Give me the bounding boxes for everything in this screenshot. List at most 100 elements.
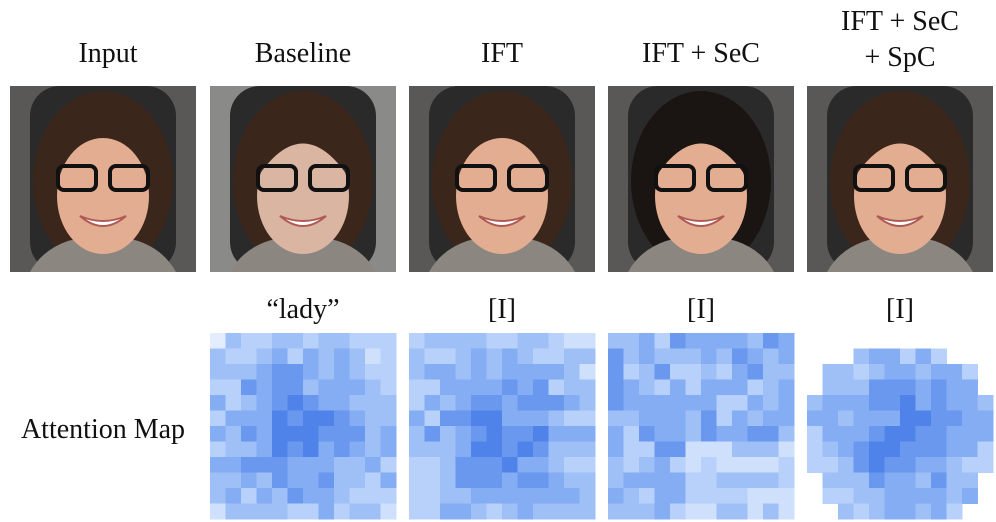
attention-cell [807, 441, 823, 458]
attention-cell [639, 426, 655, 442]
attention-cell [548, 488, 565, 504]
attention-cell [210, 364, 226, 380]
attention-cell [884, 348, 901, 365]
attention-cell [962, 395, 978, 411]
attention-cell [318, 441, 335, 458]
attention-cell [365, 348, 381, 365]
attention-cell [287, 364, 304, 380]
attention-cell [365, 488, 381, 504]
attention-cell [349, 395, 366, 411]
attention-cell [763, 441, 779, 458]
attention-cell [716, 441, 733, 458]
attention-cell [210, 426, 226, 442]
attention-cell [380, 333, 397, 349]
attention-cell [287, 348, 304, 365]
attention-cell [900, 364, 916, 380]
glasses-right [108, 164, 150, 192]
attention-cell [977, 395, 994, 411]
attention-cell [639, 488, 655, 504]
attention-cell [409, 457, 425, 473]
attention-cell [900, 488, 916, 504]
attention-cell [272, 333, 288, 349]
attention-cell [502, 333, 518, 349]
attention-cell [838, 395, 854, 411]
attention-cell [900, 379, 916, 396]
attention-cell [732, 410, 748, 427]
attention-cell [380, 348, 397, 365]
attention-cell [822, 426, 839, 442]
attention-cell [517, 457, 534, 473]
attention-cell [701, 395, 717, 411]
attention-cell [685, 333, 702, 349]
attention-cell [962, 379, 978, 396]
attention-cell [822, 457, 839, 473]
attention-cell [303, 488, 319, 504]
attention-cell [210, 441, 226, 458]
attention-cell [533, 488, 549, 504]
attention-cell [380, 503, 397, 520]
attention-cell [564, 410, 580, 427]
attention-cell [455, 410, 472, 427]
attention-cell [502, 379, 518, 396]
attention-cell [778, 348, 795, 365]
attention-cell [579, 503, 596, 520]
attention-cell [486, 410, 503, 427]
attention-cell [716, 426, 733, 442]
attention-cell [486, 379, 503, 396]
attention-cell [639, 364, 655, 380]
attention-cell [884, 457, 901, 473]
token-label: “lady” [266, 294, 339, 325]
attention-cell [822, 488, 839, 504]
attention-cell [287, 395, 304, 411]
token-label: [I] [886, 294, 914, 325]
attention-cell [962, 457, 978, 473]
attention-cell [853, 441, 870, 458]
attention-cell [365, 503, 381, 520]
attention-cell [241, 364, 257, 380]
photo [210, 86, 396, 272]
attention-cell [763, 364, 779, 380]
attention-cell [349, 472, 366, 489]
attention-cell [318, 457, 335, 473]
attention-cell [318, 426, 335, 442]
column-title: Baseline [255, 38, 351, 69]
attention-cell [256, 488, 273, 504]
attention-cell [225, 348, 242, 365]
attention-cell [701, 488, 717, 504]
attention-cell [303, 348, 319, 365]
attention-cell [564, 457, 580, 473]
attention-cell [349, 503, 366, 520]
attention-cell [440, 379, 456, 396]
attention-cell [303, 441, 319, 458]
attention-cell [517, 333, 534, 349]
attention-cell [533, 426, 549, 442]
attention-cell [380, 441, 397, 458]
attention-cell [517, 395, 534, 411]
attention-cell [763, 410, 779, 427]
attention-cell [869, 410, 885, 427]
attention-cell [763, 488, 779, 504]
attention-cell [763, 472, 779, 489]
attention-cell [334, 426, 350, 442]
attention-cell [440, 457, 456, 473]
attention-cell [579, 379, 596, 396]
attention-cell [670, 348, 686, 365]
attention-cell [471, 472, 487, 489]
attention-cell [225, 472, 242, 489]
attention-cell [838, 410, 854, 427]
attention-cell [778, 410, 795, 427]
attention-cell [623, 441, 640, 458]
attention-cell [272, 503, 288, 520]
attention-cell [334, 488, 350, 504]
attention-cell [334, 410, 350, 427]
attention-cell [623, 457, 640, 473]
attention-cell [318, 395, 335, 411]
attention-cell [365, 395, 381, 411]
glasses-left [56, 164, 98, 192]
attention-cell [869, 503, 885, 520]
attention-cell [701, 379, 717, 396]
attention-cell [455, 364, 472, 380]
attention-cell [962, 441, 978, 458]
smile [279, 215, 327, 227]
attention-cell [807, 395, 823, 411]
